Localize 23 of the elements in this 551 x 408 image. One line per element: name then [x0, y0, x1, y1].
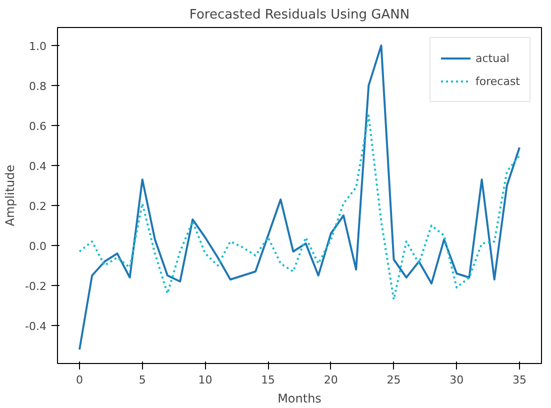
x-tick-label: 15 — [261, 374, 276, 386]
y-tick-label: 0.6 — [29, 120, 47, 133]
x-tick-label: 35 — [512, 374, 526, 386]
chart-title: Forecasted Residuals Using GANN — [189, 8, 410, 22]
x-tick-label: 10 — [198, 374, 212, 386]
legend-label: actual — [476, 52, 510, 64]
y-tick-label: -0.2 — [25, 280, 47, 293]
y-tick-label: 0.8 — [29, 80, 47, 93]
legend-label: forecast — [476, 74, 520, 88]
y-tick-label: 1.0 — [29, 40, 47, 53]
x-tick-label: 5 — [138, 374, 146, 386]
y-tick-label: 0.4 — [29, 160, 47, 173]
y-tick-label: -0.4 — [25, 320, 47, 333]
y-tick-label: 0.2 — [29, 200, 47, 213]
y-axis-title: Amplitude — [3, 164, 18, 226]
x-tick-label: 0 — [76, 374, 83, 386]
y-tick-label: 0.0 — [29, 240, 47, 253]
line-series — [78, 114, 520, 300]
line-series — [78, 44, 520, 350]
x-axis-title: Months — [278, 392, 322, 406]
x-tick-label: 30 — [450, 374, 464, 386]
x-tick-label: 20 — [324, 374, 338, 386]
x-tick-label: 25 — [386, 374, 401, 386]
